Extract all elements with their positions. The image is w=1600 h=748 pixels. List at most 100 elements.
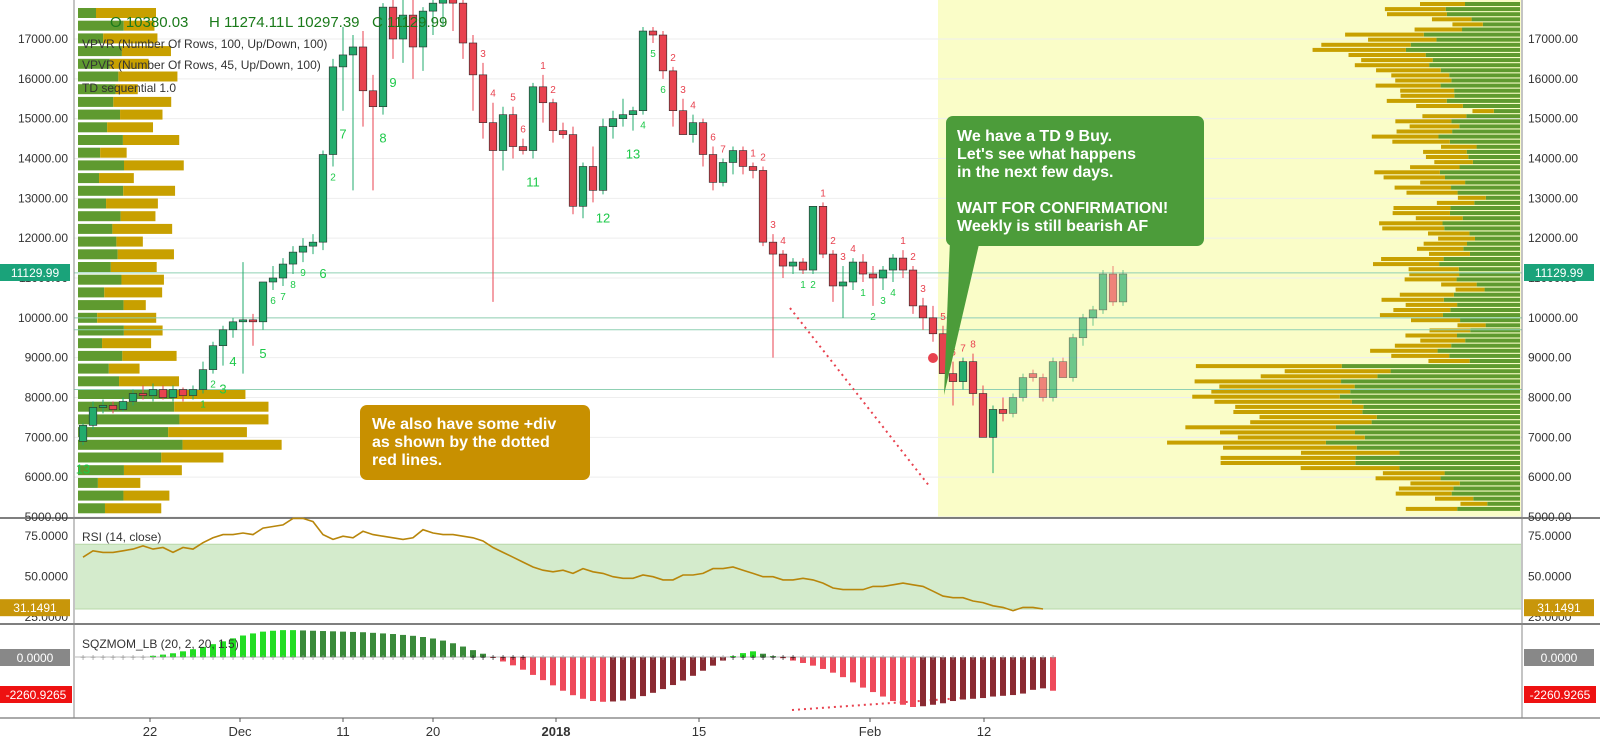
momentum-bar <box>510 657 516 666</box>
squeeze-dot: + <box>670 653 676 664</box>
vp-right-up-bar <box>1462 27 1520 32</box>
vp-right-down-bar <box>1354 63 1430 68</box>
indicator-label-vpvr-100[interactable]: VPVR (Number Of Rows, 100, Up/Down, 100) <box>82 37 327 51</box>
vp-right-up-bar <box>1469 359 1520 363</box>
candle-body <box>118 401 128 410</box>
squeeze-dot: + <box>400 653 406 664</box>
vp-right-up-bar <box>1362 410 1520 414</box>
vp-left-down-bar <box>122 350 177 361</box>
td-count-label: 12 <box>596 210 610 225</box>
candle <box>538 74 548 123</box>
squeeze-dot: + <box>890 653 896 664</box>
vp-right-up-bar <box>1341 364 1520 369</box>
candle <box>678 98 688 135</box>
vp-right-down-bar <box>1259 415 1377 420</box>
candle <box>78 423 88 446</box>
squeeze-dot: + <box>80 653 86 664</box>
squeeze-dot: + <box>910 653 916 664</box>
vp-right-up-bar <box>1453 292 1520 297</box>
vp-right-up-bar <box>1469 251 1520 256</box>
price-tick-right: 12000.00 <box>1528 231 1578 245</box>
candle <box>98 399 108 414</box>
candle <box>368 74 378 191</box>
vp-right-down-bar <box>1420 2 1465 6</box>
projected-candle <box>1108 266 1118 306</box>
candle-body <box>538 86 548 104</box>
candle <box>568 126 578 215</box>
momentum-bar <box>850 657 856 683</box>
vp-right-up-bar <box>1459 124 1520 129</box>
vp-right-down-bar <box>1393 206 1451 210</box>
vp-right-up-bar <box>1438 134 1520 139</box>
candle <box>388 0 398 59</box>
candle-body <box>338 54 348 68</box>
squeeze-dot: + <box>310 653 316 664</box>
squeeze-dot: + <box>560 653 566 664</box>
candle-body <box>888 257 898 271</box>
vp-left-up-bar <box>78 274 122 285</box>
rsi-band <box>75 544 1521 610</box>
candle <box>978 385 988 438</box>
candle <box>418 7 428 71</box>
squeeze-dot: + <box>260 653 266 664</box>
squeeze-dot: + <box>750 653 756 664</box>
rsi-line <box>82 517 1044 612</box>
squeeze-dot: + <box>340 653 346 664</box>
td-count-label: 8 <box>290 280 296 291</box>
vp-left-down-bar <box>121 46 171 57</box>
vp-right-down-bar <box>1428 231 1470 236</box>
vp-left-down-bar <box>123 20 155 31</box>
indicator-label-vpvr-45[interactable]: VPVR (Number Of Rows, 45, Up/Down, 100) <box>82 58 321 72</box>
vp-left-up-bar <box>78 211 121 222</box>
squeeze-dot: + <box>230 653 236 664</box>
vp-right-up-bar <box>1356 445 1520 450</box>
squeeze-dot: + <box>120 653 126 664</box>
vp-right-down-bar <box>1235 404 1364 409</box>
momentum-bar <box>660 657 666 690</box>
candle-body <box>198 369 208 390</box>
squeeze-dot: + <box>510 653 516 664</box>
candle-body <box>288 251 298 265</box>
momentum-last-tag-left <box>0 686 72 703</box>
vp-right-down-bar <box>1457 323 1486 328</box>
td-count-label: 5 <box>940 312 946 323</box>
td-count-label: 1 <box>900 236 906 247</box>
vp-right-up-bar <box>1432 58 1520 63</box>
time-tick: 11 <box>336 724 350 739</box>
vp-right-up-bar <box>1445 7 1520 12</box>
volume-profile-left <box>78 8 282 514</box>
candle-body <box>468 42 478 76</box>
momentum-bar <box>300 630 306 657</box>
momentum-bar <box>740 653 746 657</box>
vp-left-up-bar <box>78 325 124 336</box>
squeeze-dot: + <box>100 653 106 664</box>
candle <box>488 102 498 302</box>
squeeze-dot: + <box>790 653 796 664</box>
squeeze-dot: + <box>950 653 956 664</box>
vp-right-down-bar <box>1411 318 1461 323</box>
price-tick-right: 15000.00 <box>1528 112 1578 126</box>
squeeze-dot: + <box>480 653 486 664</box>
vp-right-down-bar <box>1429 328 1471 333</box>
time-tick: 15 <box>692 724 706 739</box>
vp-right-up-bar <box>1462 104 1520 108</box>
indicator-label-td-sequential[interactable]: TD sequential 1.0 <box>82 81 176 95</box>
vp-left-up-bar <box>78 503 105 514</box>
rsi-last-tag-right <box>1524 599 1594 617</box>
projected-candle-body <box>1108 273 1118 303</box>
callout-td9: We have a TD 9 Buy. Let's see what happe… <box>944 116 1204 395</box>
candle <box>498 106 508 171</box>
candle <box>548 98 558 143</box>
vp-left-down-bar <box>122 135 180 145</box>
candle <box>238 262 248 374</box>
squeeze-dot: + <box>690 653 696 664</box>
candle <box>168 385 178 402</box>
vp-left-down-bar <box>115 84 138 95</box>
candle-body <box>268 277 278 283</box>
candle-body <box>798 261 808 271</box>
vp-left-up-bar <box>78 109 121 120</box>
squeeze-dot: + <box>700 653 706 664</box>
squeeze-dot: + <box>930 653 936 664</box>
price-tick-right: 13000.00 <box>1528 191 1578 205</box>
